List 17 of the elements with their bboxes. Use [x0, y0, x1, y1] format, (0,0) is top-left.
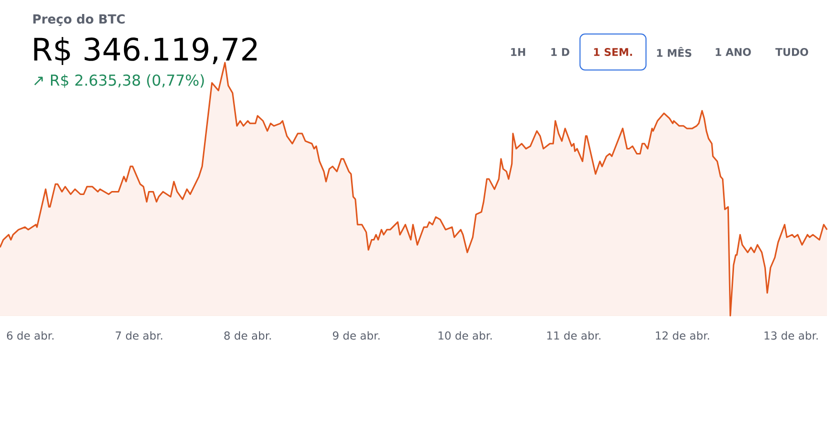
chart-title: Preço do BTC — [33, 14, 125, 26]
chart-subtitle: R$ 346.119,72 — [34, 36, 257, 66]
x-tick-label: 12 de abr. — [656, 331, 710, 340]
text: TUDO — [775, 48, 808, 56]
text: 1 D — [551, 48, 570, 56]
x-tick-label: 10 de abr. — [438, 331, 492, 340]
x-tick-label: 7 de abr. — [116, 331, 162, 340]
text: 1H — [511, 48, 526, 56]
text: 1 ANO — [716, 48, 751, 56]
x-tick-label: 11 de abr. — [547, 331, 600, 340]
x-tick-label: 9 de abr. — [332, 331, 380, 340]
text: 1 MÊS — [657, 47, 692, 57]
x-tick-label: 13 de abr. — [764, 331, 818, 340]
text: 1 SEM. — [594, 48, 632, 56]
x-tick-label: 8 de abr. — [224, 331, 271, 340]
annotation: ↗ R$ 2.635,38 (0,77%) — [34, 74, 204, 88]
x-tick-label: 6 de abr. — [6, 331, 54, 340]
